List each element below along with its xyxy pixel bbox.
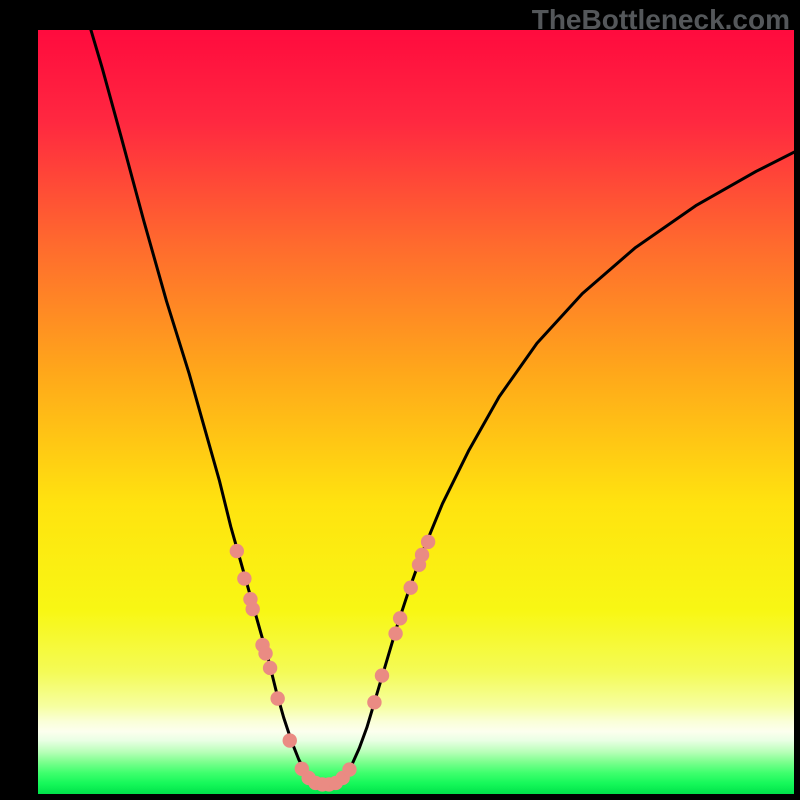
- curve-marker: [263, 661, 277, 675]
- curve-marker: [283, 733, 297, 747]
- curve-marker: [237, 571, 251, 585]
- curve-marker: [258, 646, 272, 660]
- curve-marker: [230, 544, 244, 558]
- curve-marker: [388, 626, 402, 640]
- curve-marker: [393, 611, 407, 625]
- stage: TheBottleneck.com: [0, 0, 800, 800]
- plot-area: [38, 30, 794, 794]
- gradient-rect: [38, 30, 794, 794]
- curve-marker: [415, 548, 429, 562]
- curve-marker: [421, 535, 435, 549]
- watermark-text: TheBottleneck.com: [532, 4, 790, 36]
- curve-marker: [367, 695, 381, 709]
- curve-marker: [270, 691, 284, 705]
- curve-marker: [342, 762, 356, 776]
- curve-marker: [404, 581, 418, 595]
- plot-svg: [38, 30, 794, 794]
- curve-marker: [375, 668, 389, 682]
- curve-marker: [246, 602, 260, 616]
